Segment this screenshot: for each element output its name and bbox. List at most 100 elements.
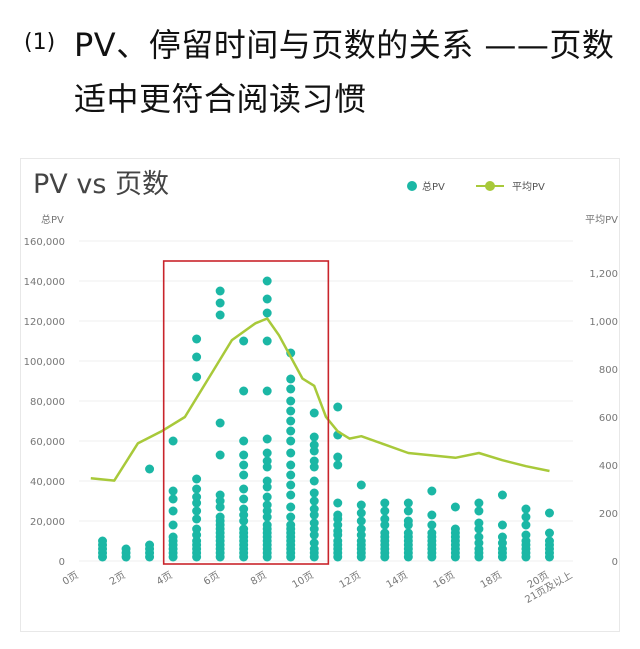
scatter-point xyxy=(403,516,413,526)
scatter-point xyxy=(403,528,413,538)
scatter-point xyxy=(262,500,272,510)
scatter-point xyxy=(356,508,366,518)
scatter-point xyxy=(286,384,296,394)
scatter-point xyxy=(309,432,319,442)
scatter-point xyxy=(427,510,437,520)
y-left-tick-label: 120,000 xyxy=(24,317,65,328)
scatter-point xyxy=(239,524,249,534)
scatter-point xyxy=(239,386,249,396)
scatter-point xyxy=(286,502,296,512)
y-right-axis-title: 平均PV xyxy=(585,214,618,226)
scatter-point xyxy=(286,490,296,500)
x-tick-label: 0页 xyxy=(60,569,80,588)
x-tick-label: 8页 xyxy=(249,569,269,588)
scatter-point xyxy=(427,486,437,496)
y-right-tick-label: 600 xyxy=(599,413,618,424)
scatter-point xyxy=(168,506,178,516)
scatter-point xyxy=(450,524,460,534)
scatter-point xyxy=(309,476,319,486)
scatter-point xyxy=(497,532,507,542)
scatter-point xyxy=(262,276,272,286)
scatter-point xyxy=(286,520,296,530)
scatter-point xyxy=(192,514,202,524)
scatter-point xyxy=(262,456,272,466)
scatter-point xyxy=(380,514,390,524)
y-left-axis-title: 总PV xyxy=(41,213,64,226)
scatter-point xyxy=(239,436,249,446)
scatter-point xyxy=(309,408,319,418)
scatter-point xyxy=(403,498,413,508)
scatter-point xyxy=(215,298,225,308)
x-tick-label: 18页 xyxy=(478,569,504,591)
scatter-point xyxy=(168,494,178,504)
scatter-point xyxy=(286,426,296,436)
scatter-point xyxy=(497,520,507,530)
scatter-point xyxy=(403,506,413,516)
scatter-point xyxy=(286,416,296,426)
scatter-point xyxy=(380,498,390,508)
x-tick-label: 10页 xyxy=(290,569,316,591)
chart-card: PV vs 页数 总PV 平均PV 总PV 平均PV 0 20,000 40,000 60,00… xyxy=(20,158,620,632)
section-number: (1) xyxy=(24,30,56,55)
scatter-point xyxy=(239,484,249,494)
scatter-point xyxy=(168,486,178,496)
scatter-point xyxy=(474,518,484,528)
scatter-point xyxy=(309,504,319,514)
y-left-tick-label: 60,000 xyxy=(30,437,65,448)
y-left-tick-label: 80,000 xyxy=(30,397,65,408)
scatter-point xyxy=(286,470,296,480)
scatter-point xyxy=(215,490,225,500)
scatter-point xyxy=(145,464,155,474)
scatter-point xyxy=(262,520,272,530)
y-right-tick-label: 1,000 xyxy=(589,317,618,328)
scatter-point xyxy=(286,436,296,446)
scatter-point xyxy=(168,520,178,530)
scatter-point xyxy=(192,334,202,344)
y-left-tick-label: 0 xyxy=(59,557,65,568)
scatter-point xyxy=(145,540,155,550)
heading-line-1: PV、停留时间与页数的关系 ——页数 xyxy=(74,26,615,64)
avg-pv-line xyxy=(90,317,550,482)
scatter-point xyxy=(474,532,484,542)
scatter-point xyxy=(333,452,343,462)
scatter-point xyxy=(286,406,296,416)
scatter-point xyxy=(309,488,319,498)
x-tick-label: 6页 xyxy=(201,569,221,588)
scatter-point xyxy=(356,500,366,510)
scatter-point xyxy=(262,492,272,502)
y-right-tick-label: 200 xyxy=(599,509,618,520)
scatter-point xyxy=(98,536,108,546)
scatter-point xyxy=(427,528,437,538)
scatter-point xyxy=(262,308,272,318)
highlight-box xyxy=(162,260,330,565)
y-left-tick-label: 40,000 xyxy=(30,477,65,488)
scatter-point xyxy=(356,516,366,526)
scatter-point xyxy=(262,448,272,458)
scatter-point xyxy=(286,460,296,470)
scatter-point xyxy=(262,336,272,346)
scatter-point xyxy=(192,352,202,362)
heading-line-2: 适中更符合阅读习惯 xyxy=(74,80,367,118)
scatter-point xyxy=(309,440,319,450)
scatter-point xyxy=(521,530,531,540)
scatter-point xyxy=(262,386,272,396)
scatter-point xyxy=(333,460,343,470)
y-right-tick-label: 400 xyxy=(599,461,618,472)
scatter-point xyxy=(333,498,343,508)
scatter-point xyxy=(309,518,319,528)
scatter-point xyxy=(262,294,272,304)
scatter-point xyxy=(286,374,296,384)
y-left-tick-label: 100,000 xyxy=(24,357,65,368)
scatter-point xyxy=(239,504,249,514)
scatter-point xyxy=(215,310,225,320)
scatter-point xyxy=(262,434,272,444)
scatter-point xyxy=(544,528,554,538)
y-right-tick-label: 800 xyxy=(599,365,618,376)
scatter-point xyxy=(380,506,390,516)
scatter-point xyxy=(497,490,507,500)
chart-title: PV vs 页数 xyxy=(33,169,169,200)
scatter-point xyxy=(333,510,343,520)
x-tick-label: 4页 xyxy=(154,569,174,588)
scatter-point xyxy=(239,450,249,460)
scatter-point xyxy=(168,436,178,446)
